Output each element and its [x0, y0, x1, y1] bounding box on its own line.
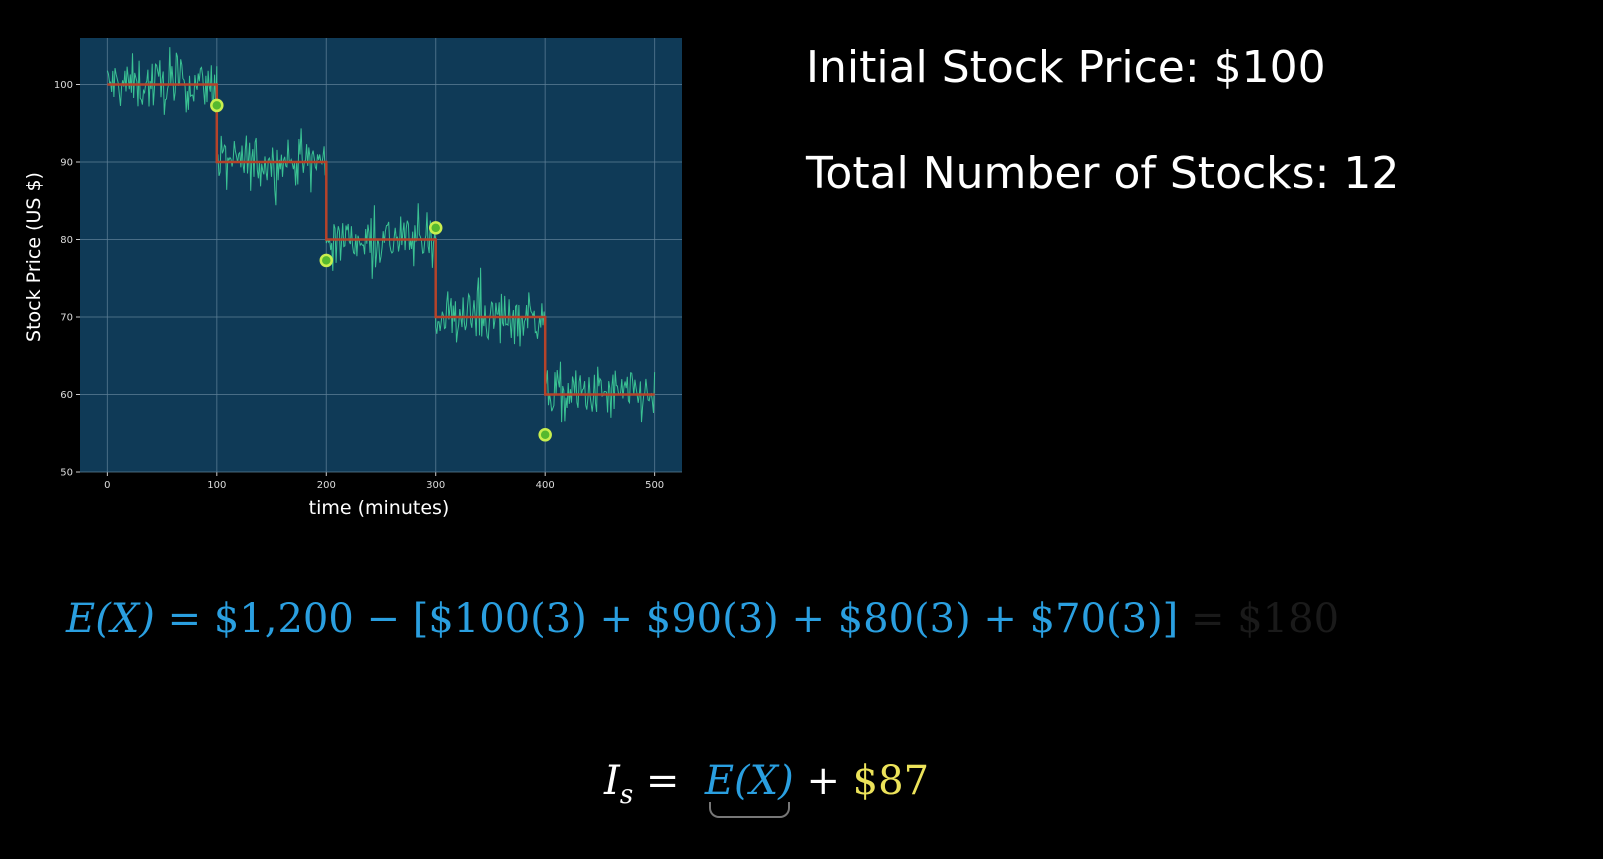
x-tick-label-400: 400 — [536, 480, 555, 491]
y-tick-label-50: 50 — [60, 468, 73, 479]
ex-result: = $180 — [1191, 596, 1340, 642]
stock-price-chart: 0 100 200 300 400 500 50 60 70 80 90 100 time (minut… — [0, 0, 720, 540]
y-tick-label-100: 100 — [54, 80, 73, 91]
implementation-shortfall-formula: Is = E(X) + $87 — [604, 758, 930, 818]
is-subscript: s — [619, 780, 634, 810]
total-number-of-stocks: Total Number of Stocks: 12 — [806, 148, 1400, 199]
noisy-price-line — [106, 47, 656, 423]
x-axis-title: time (minutes) — [309, 497, 450, 519]
x-tick-label-300: 300 — [426, 480, 445, 491]
x-tick-label-0: 0 — [104, 480, 110, 491]
y-axis-title: Stock Price (US $) — [23, 172, 45, 342]
is-term-text: E(X) — [704, 758, 794, 804]
y-tick-label-60: 60 — [60, 390, 73, 401]
step-price-line — [107, 83, 655, 396]
is-plus: + — [806, 758, 840, 804]
initial-stock-price: Initial Stock Price: $100 — [806, 42, 1326, 93]
is-expected-term: E(X) — [704, 758, 794, 818]
ex-lhs: E(X) — [66, 596, 155, 642]
expected-value-formula: E(X) = $1,200 − [$100(3) + $90(3) + $80(… — [66, 596, 1339, 642]
x-tick-label-100: 100 — [207, 480, 226, 491]
execution-marker-3 — [428, 221, 443, 235]
execution-marker-1 — [210, 98, 224, 113]
y-tick-label-90: 90 — [60, 158, 73, 169]
underbrace — [708, 802, 790, 818]
is-eq: = — [645, 758, 680, 804]
is-value: $87 — [852, 758, 930, 804]
y-tick-label-70: 70 — [60, 313, 73, 324]
ex-eq: = — [167, 596, 202, 642]
y-tick-label-80: 80 — [60, 235, 73, 246]
x-tick-label-200: 200 — [317, 480, 336, 491]
execution-marker-4 — [538, 428, 552, 442]
x-tick-label-500: 500 — [645, 480, 664, 491]
execution-marker-2 — [319, 253, 334, 268]
chart-svg: 0 100 200 300 400 500 50 60 70 80 90 100 time (minut… — [23, 38, 682, 519]
ex-body: $1,200 − [$100(3) + $90(3) + $80(3) + $7… — [213, 596, 1179, 642]
is-lhs: I — [604, 758, 620, 804]
